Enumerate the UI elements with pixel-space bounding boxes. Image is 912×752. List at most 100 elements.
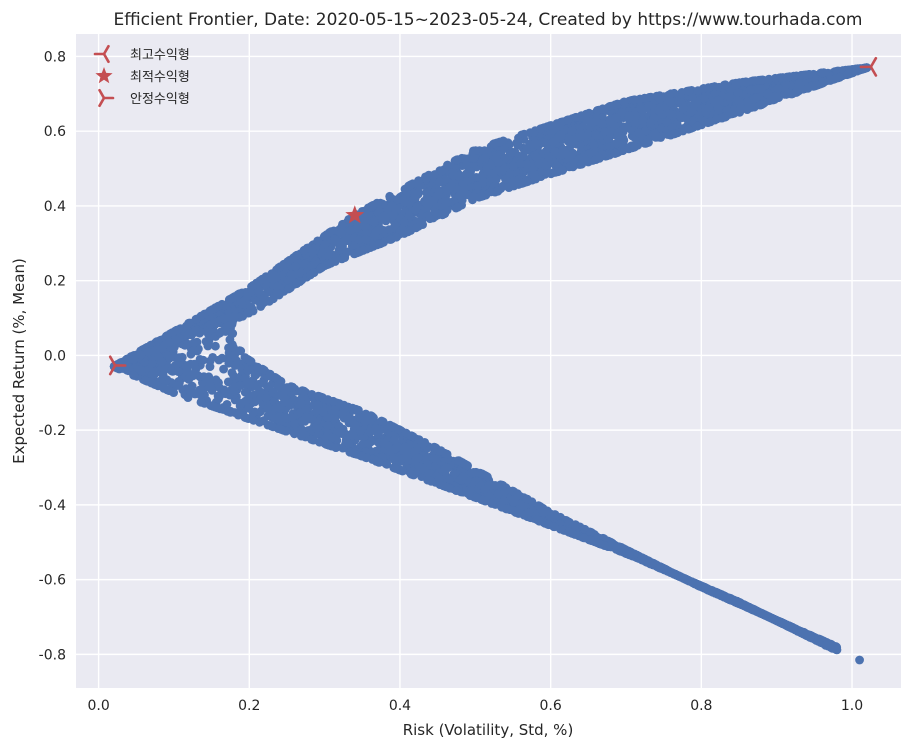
portfolio-point — [385, 192, 394, 201]
portfolio-point — [371, 424, 380, 433]
portfolio-point — [732, 79, 741, 88]
portfolio-point — [208, 353, 217, 362]
portfolio-point — [523, 160, 532, 169]
portfolio-point — [272, 273, 281, 282]
portfolio-point — [214, 395, 223, 404]
portfolio-point — [453, 203, 462, 212]
portfolio-point — [228, 320, 237, 329]
portfolio-point — [206, 362, 215, 371]
portfolio-point — [590, 141, 599, 150]
portfolio-point — [524, 508, 533, 517]
portfolio-point — [505, 183, 514, 192]
portfolio-point — [186, 360, 195, 369]
portfolio-point — [685, 86, 694, 95]
portfolio-point — [776, 73, 785, 82]
portfolio-point — [452, 156, 461, 165]
portfolio-point — [774, 84, 783, 93]
portfolio-point — [705, 103, 714, 112]
portfolio-point — [642, 139, 651, 148]
portfolio-point — [316, 264, 325, 273]
portfolio-point — [375, 240, 384, 249]
portfolio-point — [407, 180, 416, 189]
portfolio-point — [625, 112, 634, 121]
portfolio-point — [279, 260, 288, 269]
portfolio-point — [380, 212, 389, 221]
portfolio-point — [743, 105, 752, 114]
portfolio-point — [327, 259, 336, 268]
portfolio-point — [569, 163, 578, 172]
portfolio-point — [647, 93, 656, 102]
portfolio-point — [718, 114, 727, 123]
portfolio-point — [595, 154, 604, 163]
portfolio-point — [226, 335, 235, 344]
portfolio-point — [651, 129, 660, 138]
portfolio-point — [324, 421, 333, 430]
portfolio-point — [447, 182, 456, 191]
portfolio-point — [387, 235, 396, 244]
portfolio-point — [477, 192, 486, 201]
portfolio-point — [468, 195, 477, 204]
portfolio-point — [553, 134, 562, 143]
portfolio-point — [436, 177, 445, 186]
portfolio-point — [346, 226, 355, 235]
portfolio-point — [292, 279, 301, 288]
portfolio-point — [714, 96, 723, 105]
portfolio-point — [541, 161, 550, 170]
portfolio-point — [666, 98, 675, 107]
portfolio-point — [693, 122, 702, 131]
portfolio-point — [380, 439, 389, 448]
portfolio-point — [313, 237, 322, 246]
portfolio-point — [523, 177, 532, 186]
portfolio-point — [274, 403, 283, 412]
portfolio-point — [630, 143, 639, 152]
portfolio-point — [285, 284, 294, 293]
portfolio-point — [757, 84, 766, 93]
portfolio-point — [532, 153, 541, 162]
portfolio-point — [388, 201, 397, 210]
portfolio-point — [726, 92, 735, 101]
portfolio-point — [197, 312, 206, 321]
portfolio-point — [300, 246, 309, 255]
portfolio-point — [584, 158, 593, 167]
portfolio-point — [676, 112, 685, 121]
portfolio-point — [577, 111, 586, 120]
portfolio-point — [606, 102, 615, 111]
portfolio-point — [480, 146, 489, 155]
portfolio-point — [469, 147, 478, 156]
portfolio-point — [720, 81, 729, 90]
portfolio-point — [355, 247, 364, 256]
portfolio-point — [612, 139, 621, 148]
portfolio-point — [819, 68, 828, 77]
portfolio-point — [190, 369, 199, 378]
portfolio-point — [306, 270, 315, 279]
portfolio-point — [292, 251, 301, 260]
portfolio-point — [592, 117, 601, 126]
portfolio-point — [190, 346, 199, 355]
portfolio-point — [684, 125, 693, 134]
portfolio-point — [473, 182, 482, 191]
portfolio-point — [492, 154, 501, 163]
portfolio-point — [443, 161, 452, 170]
portfolio-point — [370, 217, 379, 226]
portfolio-point — [340, 253, 349, 262]
portfolio-point — [269, 294, 278, 303]
portfolio-point — [453, 172, 462, 181]
portfolio-point — [638, 117, 647, 126]
portfolio-point — [536, 124, 545, 133]
portfolio-point — [216, 329, 225, 338]
portfolio-point — [630, 95, 639, 104]
portfolio-point — [341, 237, 350, 246]
portfolio-point — [601, 127, 610, 136]
portfolio-point — [326, 228, 335, 237]
portfolio-point — [667, 89, 676, 98]
portfolio-point — [426, 214, 435, 223]
portfolio-point — [225, 295, 234, 304]
portfolio-point — [204, 342, 213, 351]
portfolio-point — [861, 64, 870, 73]
portfolio-point — [734, 88, 743, 97]
portfolio-point — [746, 86, 755, 95]
portfolio-point — [423, 194, 432, 203]
portfolio-point — [394, 195, 403, 204]
portfolio-point — [646, 119, 655, 128]
